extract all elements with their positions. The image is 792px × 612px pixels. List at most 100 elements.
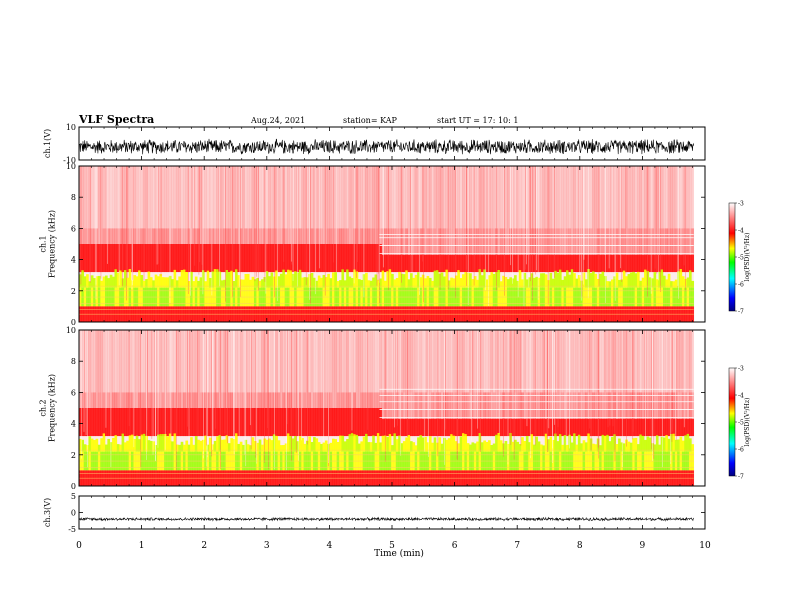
ch2-spec-cell: [223, 392, 226, 408]
ch1-spec-cell: [265, 244, 269, 273]
ch2-spec-cell: [629, 442, 633, 452]
ch1-spec-cell: [523, 254, 527, 273]
ch1-spec-cell: [253, 166, 257, 229]
ch2-spec-cell: [79, 438, 82, 452]
ch1-spec-cell: [310, 166, 314, 229]
ch2-spec-cell: [511, 330, 515, 393]
ch1-spec-cell: [686, 277, 690, 288]
ch1-spec-cell: [670, 166, 673, 229]
ch2-spec-cell: [100, 408, 103, 437]
ch2-spec-cell: [190, 408, 193, 437]
ch1-spec-cell: [421, 274, 425, 288]
ch1-spec-cell: [192, 228, 196, 244]
ch2-spec-cell: [216, 408, 219, 437]
ch1-spec-cell: [112, 228, 115, 244]
ch1-spec-cell: [684, 228, 687, 255]
ch2-spec-cell: [483, 330, 486, 393]
ch1-spec-cell: [190, 271, 193, 288]
cb2-tick-label: -5: [738, 420, 744, 427]
ch2-spec-cell: [197, 439, 200, 452]
ch2-spec-cell: [388, 330, 392, 393]
ch1-spec-cell: [544, 166, 548, 229]
ch1-spec-cell: [211, 228, 215, 244]
ch2-spec-cell: [237, 392, 241, 408]
ch2-spec-cell: [580, 330, 583, 393]
ch2-spec-cell: [436, 418, 439, 437]
ch1-spec-cell: [90, 228, 94, 244]
ch1-spec-cell: [516, 280, 520, 288]
ch1-spec-cell: [119, 270, 122, 288]
ch2-spec-cell: [488, 440, 491, 452]
ch2-spec-cell: [353, 434, 356, 452]
ch1-spec-cell: [436, 254, 439, 273]
ch2-spec-cell: [249, 445, 252, 452]
ch1-spec-cell: [400, 254, 404, 273]
ch1-spec-cell: [86, 244, 89, 273]
ch1-spec-cell: [658, 166, 661, 229]
ch2-spec-cell: [315, 330, 319, 393]
ch2-spec-cell: [417, 437, 420, 452]
ch2-spec-cell: [298, 408, 302, 437]
ch2-spec-cell: [112, 437, 115, 452]
ch2-spec-cell: [499, 330, 503, 393]
ch1-spec-cell: [180, 244, 184, 273]
ch1-spec-cell: [253, 244, 257, 273]
ch2-spec-cell: [227, 330, 231, 393]
ch1-spec-cell: [440, 272, 444, 288]
ch1-spec-cell: [199, 228, 203, 244]
ch2-spec-cell: [622, 330, 626, 393]
ch2-spec-cell: [270, 408, 274, 437]
ch2-spec-cell: [320, 330, 323, 393]
ch1-spec-cell: [549, 166, 553, 229]
ch2-spec-cell: [689, 438, 692, 452]
ch2-spec-cell: [632, 330, 635, 393]
ch1-spec-cell: [580, 254, 583, 273]
ch1-spec-cell: [584, 166, 588, 229]
ch2-spec-cell: [220, 392, 224, 408]
ch1-spec-cell: [249, 279, 252, 288]
ch2-spec-cell: [632, 418, 635, 437]
ch2-spec-cell: [563, 435, 567, 452]
ch2-spec-cell: [414, 330, 418, 393]
ch2-spec-cell: [298, 436, 302, 452]
ch2-spec-cell: [237, 330, 241, 393]
ch1-spec-cell: [147, 166, 151, 229]
ch2-spec-cell: [123, 330, 127, 393]
ch1-spec-cell: [636, 166, 640, 229]
ch2-spec-cell: [317, 330, 321, 393]
cb1-label: log(PSD)(V²/Hz): [744, 233, 751, 282]
ch2-spec-cell: [689, 418, 692, 437]
ch1-spec-cell: [192, 166, 196, 229]
ch2-spec-cell: [426, 392, 430, 419]
ch1-spec-cell: [365, 244, 368, 273]
ch2-spec-cell: [301, 392, 304, 408]
ch1-spec-cell: [149, 244, 153, 273]
ch1-spec-cell: [648, 166, 652, 229]
ch1-spec-cell: [566, 166, 569, 229]
ch1-spec-cell: [405, 228, 408, 255]
ch1-spec-cell: [317, 166, 321, 229]
ch2-spec-cell: [540, 392, 543, 419]
ch1-spec-cell: [201, 228, 205, 244]
ch2-spec-cell: [374, 408, 378, 437]
ch2-spec-ytick-label: 6: [71, 388, 76, 397]
ch2-spec-cell: [277, 440, 281, 452]
ch2-spec-cell: [606, 330, 609, 393]
ch1-spec-cell: [419, 254, 423, 273]
ch1-spec-cell: [209, 228, 212, 244]
ch1-spec-cell: [194, 244, 198, 273]
ch1-spec-cell: [93, 166, 96, 229]
ch2-spec-cell: [480, 418, 484, 437]
ch1-spec-cell: [237, 228, 241, 244]
ch1-spec-cell: [459, 254, 463, 273]
ch1-spec-cell: [367, 228, 371, 244]
ch2-spec-cell: [575, 418, 579, 437]
ch1-spec-cell: [601, 228, 605, 255]
ch1-spec-cell: [350, 278, 354, 288]
ch2-spec-cell: [128, 392, 132, 408]
ch1-spec-cell: [639, 166, 643, 229]
ch2-spec-cell: [653, 392, 657, 419]
ch1-spec-cell: [246, 228, 250, 244]
ch1-spec-cell: [608, 166, 612, 229]
ch1-spec-cell: [459, 228, 463, 255]
